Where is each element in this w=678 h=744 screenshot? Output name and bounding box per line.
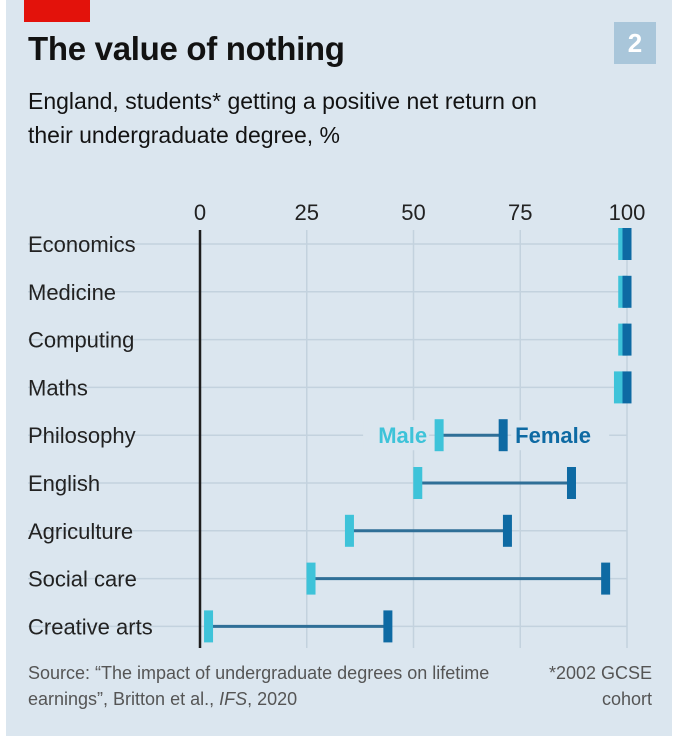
x-tick-label: 100 (609, 200, 646, 225)
male-marker (344, 514, 354, 547)
female-marker (622, 275, 632, 308)
chart-subtitle: England, students* getting a positive ne… (28, 88, 537, 148)
x-tick-label: 50 (401, 200, 425, 225)
female-marker (622, 371, 632, 404)
female-marker (566, 467, 576, 499)
source-text: Source: “The impact of undergraduate deg… (28, 663, 490, 709)
category-label: Philosophy (28, 423, 136, 448)
dumbbell-chart: 0 25 50 75 100 Economics Medicine Computing Math… (28, 200, 646, 648)
category-label: Maths (28, 375, 88, 400)
x-tick-label: 0 (194, 200, 206, 225)
source-year: , 2020 (247, 689, 298, 709)
male-marker (306, 562, 316, 595)
female-series-label: Female (515, 423, 591, 448)
category-label: Agriculture (28, 519, 133, 544)
male-marker (613, 371, 623, 404)
male-marker (413, 467, 423, 499)
brand-red-tag (24, 0, 90, 22)
source-journal: IFS (219, 689, 248, 709)
source-note: Source: “The impact of undergraduate deg… (28, 660, 508, 712)
female-marker (498, 419, 508, 452)
chart-number-badge: 2 (614, 22, 656, 64)
footnote: *2002 GCSE cohort (548, 663, 652, 709)
category-label: English (28, 471, 100, 496)
annotation-background (511, 420, 610, 451)
female-marker (622, 228, 632, 260)
female-marker (383, 610, 393, 643)
x-tick-label: 75 (508, 200, 532, 225)
x-tick-label: 25 (295, 200, 319, 225)
category-label: Medicine (28, 280, 116, 305)
chart-card (6, 0, 672, 736)
male-series-label: Male (378, 423, 427, 448)
chart-title: The value of nothing (28, 30, 345, 67)
female-marker (601, 562, 611, 595)
male-marker (434, 419, 444, 452)
annotation-background (363, 420, 430, 451)
category-label: Computing (28, 328, 134, 353)
category-label: Creative arts (28, 614, 153, 639)
female-marker (502, 514, 512, 547)
male-marker (204, 610, 214, 643)
category-label: Economics (28, 232, 136, 257)
category-label: Social care (28, 567, 137, 592)
female-marker (622, 323, 632, 356)
